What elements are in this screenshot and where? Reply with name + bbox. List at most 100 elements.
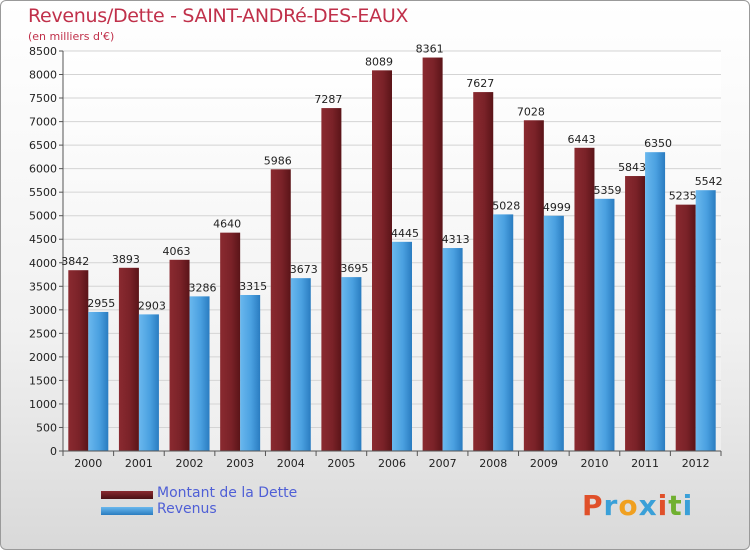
bar-revenus-2002 xyxy=(189,296,210,451)
bar-debt-2006 xyxy=(372,70,392,451)
x-tick-label: 2010 xyxy=(580,457,608,470)
x-tick-label: 2004 xyxy=(277,457,305,470)
bar-debt-2004 xyxy=(270,169,291,451)
data-label-revenus-2000: 2955 xyxy=(87,297,115,310)
y-tick-label: 1500 xyxy=(29,374,57,387)
data-label-debt-2004: 5986 xyxy=(264,154,292,167)
bar-revenus-2008 xyxy=(493,214,514,451)
x-tick-label: 2009 xyxy=(530,457,558,470)
logo-letter: P xyxy=(582,489,604,522)
y-tick-label: 8500 xyxy=(29,45,57,58)
y-tick-label: 3500 xyxy=(29,280,57,293)
chart-title: Revenus/Dette - SAINT-ANDRé-DES-EAUX xyxy=(28,5,409,27)
bar-debt-2002 xyxy=(169,259,190,451)
x-axis: 2000 2001 2002 2003 2004 2005 2006 2007 2008 2009… xyxy=(62,450,722,470)
bar-revenus-2004 xyxy=(290,278,311,451)
legend-swatch-debt xyxy=(101,491,153,499)
y-tick-label: 7500 xyxy=(29,92,57,105)
data-label-revenus-2007: 4313 xyxy=(442,233,470,246)
bars xyxy=(68,57,716,452)
proxiti-logo: Proxiti xyxy=(582,489,693,522)
y-tick-label: 4000 xyxy=(29,257,57,270)
x-tick-label: 2011 xyxy=(631,457,659,470)
data-label-revenus-2011: 6350 xyxy=(644,137,672,150)
data-label-debt-2005: 7287 xyxy=(314,93,342,106)
bar-debt-2000 xyxy=(68,270,89,451)
data-label-debt-2012: 5235 xyxy=(669,190,697,203)
data-label-debt-2000: 3842 xyxy=(61,255,89,268)
y-tick-label: 500 xyxy=(36,421,57,434)
y-tick-label: 6000 xyxy=(29,163,57,176)
data-label-revenus-2012: 5542 xyxy=(695,175,723,188)
bar-revenus-2011 xyxy=(645,152,666,452)
data-label-debt-2002: 4063 xyxy=(163,245,191,258)
y-tick-label: 2000 xyxy=(29,351,57,364)
chart-subtitle: (en milliers d'€) xyxy=(28,30,115,43)
x-tick-label: 2012 xyxy=(682,457,710,470)
y-tick-label: 0 xyxy=(50,445,57,458)
bar-debt-2005 xyxy=(321,108,342,452)
y-tick-label: 8000 xyxy=(29,69,57,82)
x-tick-label: 2000 xyxy=(74,457,102,470)
data-label-revenus-2005: 3695 xyxy=(340,262,368,275)
data-label-revenus-2010: 5359 xyxy=(593,184,621,197)
data-labels: 3842 2955 3893 2903 4063 3286 4640 3315 5986 3673… xyxy=(61,43,722,313)
legend-swatch-revenus xyxy=(101,507,153,515)
bar-debt-2003 xyxy=(220,232,241,451)
data-label-revenus-2009: 4999 xyxy=(543,201,571,214)
y-axis: 0 500 1000 1500 2000 2500 3000 3500 4000 4500 5000… xyxy=(29,45,64,458)
bar-revenus-2005 xyxy=(341,277,362,451)
legend-label-debt: Montant de la Dette xyxy=(157,485,298,501)
logo-letter: r xyxy=(603,489,619,522)
bar-debt-2001 xyxy=(118,267,139,451)
y-tick-label: 5000 xyxy=(29,210,57,223)
logo-letter: i xyxy=(682,489,694,522)
bar-revenus-2007 xyxy=(442,248,463,451)
data-label-debt-2001: 3893 xyxy=(112,253,140,266)
x-tick-label: 2002 xyxy=(176,457,204,470)
x-tick-label: 2006 xyxy=(378,457,406,470)
data-label-revenus-2006: 4445 xyxy=(391,227,419,240)
logo-letter: o xyxy=(618,489,639,522)
logo-letter: t xyxy=(668,489,683,522)
bar-revenus-2012 xyxy=(695,190,716,451)
bar-revenus-2001 xyxy=(138,314,159,451)
y-tick-label: 3000 xyxy=(29,304,57,317)
bar-revenus-2009 xyxy=(543,215,564,451)
x-tick-label: 2003 xyxy=(226,457,254,470)
y-tick-label: 1000 xyxy=(29,398,57,411)
y-tick-label: 7000 xyxy=(29,116,57,129)
y-tick-label: 5500 xyxy=(29,186,57,199)
y-tick-label: 4500 xyxy=(29,233,57,246)
y-tick-label: 2500 xyxy=(29,327,57,340)
bar-debt-2009 xyxy=(523,120,544,451)
x-tick-label: 2008 xyxy=(479,457,507,470)
bar-revenus-2003 xyxy=(240,295,261,451)
data-label-debt-2007: 8361 xyxy=(416,43,444,56)
data-label-debt-2009: 7028 xyxy=(517,105,545,118)
data-label-revenus-2002: 3286 xyxy=(189,281,217,294)
bar-revenus-2010 xyxy=(594,198,615,451)
bar-debt-2011 xyxy=(625,176,646,452)
logo-letter: x xyxy=(638,489,658,522)
data-label-revenus-2008: 5028 xyxy=(492,199,520,212)
bar-debt-2007 xyxy=(422,57,443,452)
y-tick-label: 6500 xyxy=(29,139,57,152)
data-label-revenus-2001: 2903 xyxy=(138,299,166,312)
legend-label-revenus: Revenus xyxy=(157,501,217,517)
logo-letter: i xyxy=(657,489,669,522)
data-label-debt-2008: 7627 xyxy=(466,77,494,90)
data-label-debt-2010: 6443 xyxy=(567,133,595,146)
data-label-debt-2003: 4640 xyxy=(213,218,241,231)
data-label-revenus-2003: 3315 xyxy=(239,280,267,293)
x-tick-label: 2007 xyxy=(429,457,457,470)
x-tick-label: 2001 xyxy=(125,457,153,470)
bar-debt-2012 xyxy=(675,204,696,451)
data-label-debt-2011: 5843 xyxy=(618,161,646,174)
x-tick-label: 2005 xyxy=(327,457,355,470)
bar-revenus-2000 xyxy=(88,311,109,451)
data-label-debt-2006: 8089 xyxy=(365,55,393,68)
bar-debt-2008 xyxy=(473,92,494,452)
bar-debt-2010 xyxy=(574,147,595,452)
